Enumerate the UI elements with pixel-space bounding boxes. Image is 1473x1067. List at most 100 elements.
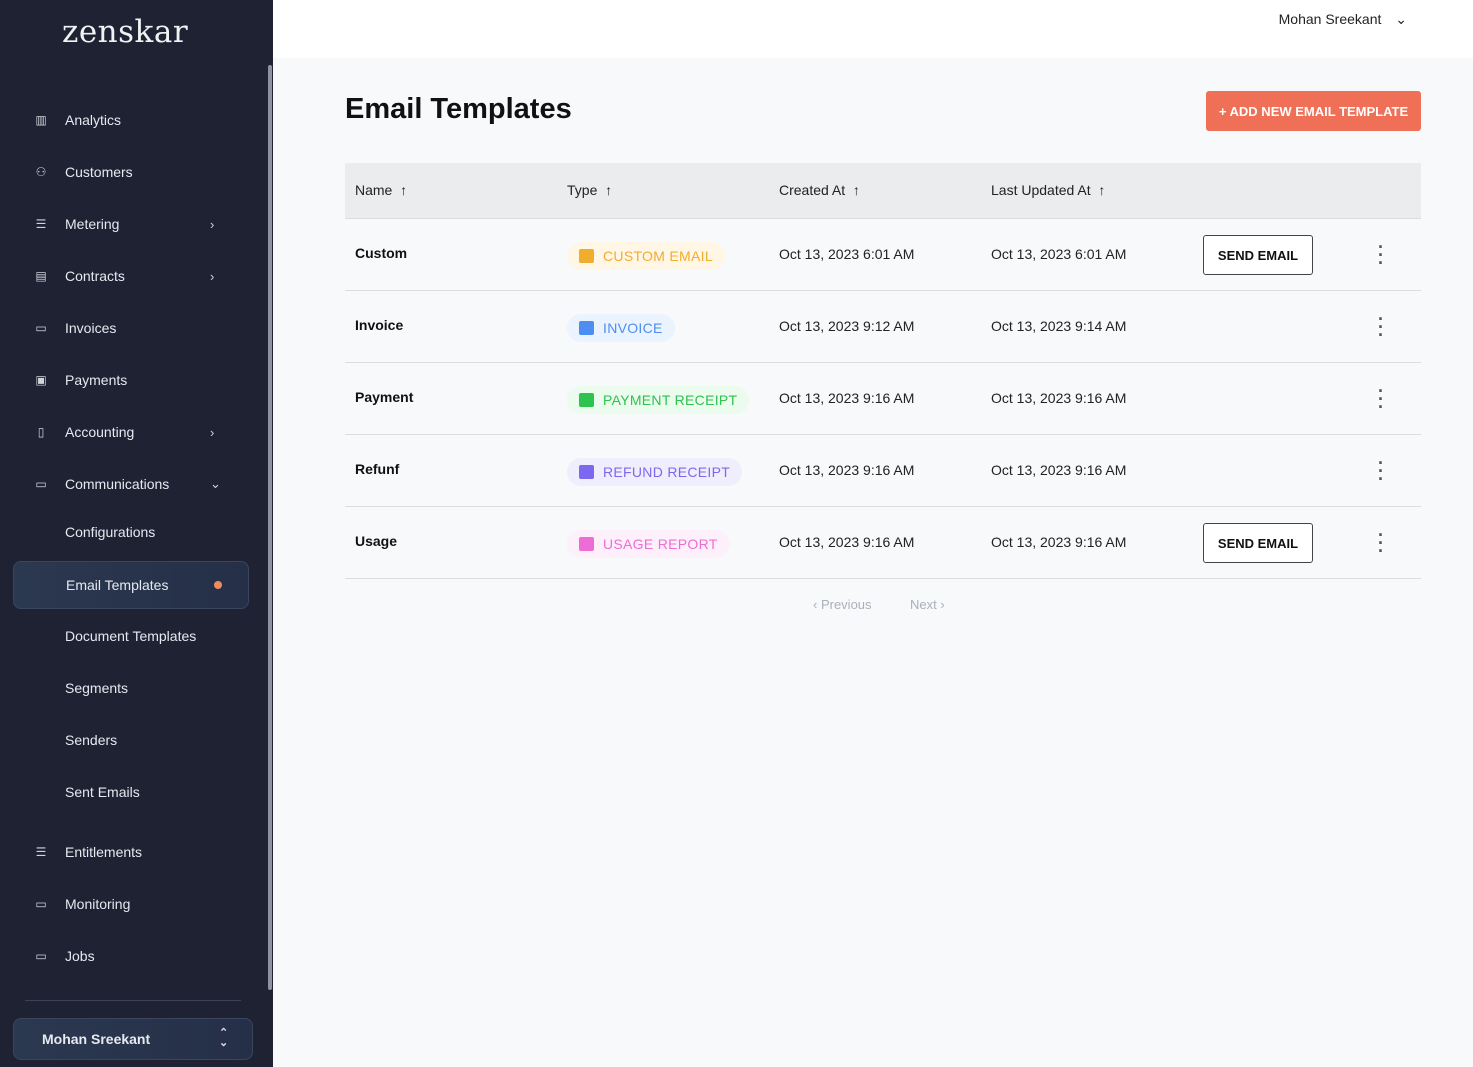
table-row[interactable]: Payment PAYMENT RECEIPT Oct 13, 2023 9:1… (345, 363, 1421, 435)
updated-at: Oct 13, 2023 9:16 AM (991, 462, 1127, 478)
type-badge: USAGE REPORT (567, 530, 730, 558)
updated-at: Oct 13, 2023 9:16 AM (991, 534, 1127, 550)
card-icon: ▭ (35, 321, 47, 335)
chevron-down-icon: ⌄ (1395, 11, 1407, 27)
column-name[interactable]: Name ↑ (355, 182, 407, 198)
up-down-chevron-icon: ⌃ ⌄ (219, 1027, 229, 1049)
sidebar-item-entitlements[interactable]: ☰ Entitlements (0, 832, 260, 872)
sidebar-subitem-sent-emails[interactable]: Sent Emails (0, 772, 260, 812)
sidebar-divider (25, 1000, 241, 1001)
sliders-icon: ☰ (35, 845, 47, 859)
monitor-icon: ▭ (35, 949, 47, 963)
sidebar: zenskar ▥ Analytics ⚇ Customers ☰ Meteri… (0, 0, 273, 1067)
type-badge: PAYMENT RECEIPT (567, 386, 750, 414)
template-name: Refunf (355, 461, 400, 477)
sidebar-item-accounting[interactable]: ▯ Accounting › (0, 412, 260, 452)
sidebar-item-label: Configurations (65, 524, 156, 540)
previous-label: Previous (820, 597, 872, 612)
sidebar-item-contracts[interactable]: ▤ Contracts › (0, 256, 260, 296)
column-label: Type (567, 182, 598, 198)
type-badge: REFUND RECEIPT (567, 458, 743, 486)
type-badge: INVOICE (567, 314, 675, 342)
sidebar-item-invoices[interactable]: ▭ Invoices (0, 308, 260, 348)
sidebar-item-label: Communications (65, 476, 170, 492)
sidebar-item-communications[interactable]: ▭ Communications ⌄ (0, 464, 260, 504)
sidebar-item-analytics[interactable]: ▥ Analytics (0, 100, 260, 140)
sort-arrow-up-icon: ↑ (1094, 182, 1106, 198)
user-menu-name: Mohan Sreekant (1278, 11, 1382, 27)
chevron-icon: › (210, 268, 215, 284)
type-icon (579, 537, 594, 551)
created-at: Oct 13, 2023 9:16 AM (779, 462, 915, 478)
sidebar-item-label: Customers (65, 164, 133, 180)
sidebar-item-label: Email Templates (66, 577, 169, 593)
table-row[interactable]: Usage USAGE REPORT Oct 13, 2023 9:16 AM … (345, 507, 1421, 579)
user-menu[interactable]: Mohan Sreekant ⌄ (1279, 11, 1407, 28)
sort-arrow-up-icon: ↑ (849, 182, 860, 198)
previous-page-button[interactable]: ‹ Previous (813, 597, 872, 612)
sidebar-item-metering[interactable]: ☰ Metering › (0, 204, 260, 244)
template-name: Usage (355, 533, 398, 549)
send-email-button[interactable]: SEND EMAIL (1203, 235, 1313, 275)
chevron-icon: › (210, 424, 215, 440)
created-at: Oct 13, 2023 9:16 AM (779, 534, 915, 550)
sidebar-subitem-senders[interactable]: Senders (0, 720, 260, 760)
sidebar-item-label: Sent Emails (65, 784, 140, 800)
type-icon (579, 249, 594, 263)
more-options-icon[interactable]: · · · (1378, 525, 1384, 561)
type-icon (579, 393, 594, 407)
sidebar-item-label: Contracts (65, 268, 125, 284)
calculator-icon: ▯ (37, 425, 45, 439)
table-row[interactable]: Custom CUSTOM EMAIL Oct 13, 2023 6:01 AM… (345, 219, 1421, 291)
type-icon (579, 321, 594, 335)
sidebar-item-payments[interactable]: ▣ Payments (0, 360, 260, 400)
sidebar-item-label: Senders (65, 732, 118, 748)
users-icon: ⚇ (35, 165, 47, 179)
sidebar-item-label: Analytics (65, 112, 122, 128)
column-type[interactable]: Type ↑ (567, 182, 612, 198)
sidebar-subitem-document-templates[interactable]: Document Templates (0, 616, 260, 656)
sidebar-item-email-templates[interactable]: Email Templates (13, 561, 249, 609)
created-at: Oct 13, 2023 6:01 AM (779, 246, 915, 262)
sidebar-item-label: Segments (65, 680, 129, 696)
sidebar-subitem-configurations[interactable]: Configurations (0, 512, 260, 552)
user-switcher[interactable]: Mohan Sreekant ⌃ ⌄ (13, 1018, 253, 1060)
more-options-icon[interactable]: · · · (1378, 237, 1384, 273)
type-icon (579, 465, 594, 479)
sort-arrow-up-icon: ↑ (601, 182, 613, 198)
table-row[interactable]: Refunf REFUND RECEIPT Oct 13, 2023 9:16 … (345, 435, 1421, 507)
more-options-icon[interactable]: · · · (1378, 309, 1384, 345)
sidebar-scrollbar[interactable] (268, 65, 272, 990)
contract-icon: ▤ (35, 269, 47, 283)
sidebar-item-label: Jobs (65, 948, 95, 964)
column-created-at[interactable]: Created At ↑ (779, 182, 860, 198)
created-at: Oct 13, 2023 9:16 AM (779, 390, 915, 406)
template-name: Invoice (355, 317, 404, 333)
type-label: REFUND RECEIPT (603, 464, 731, 480)
sidebar-item-label: Monitoring (65, 896, 131, 912)
table-row[interactable]: Invoice INVOICE Oct 13, 2023 9:12 AM Oct… (345, 291, 1421, 363)
sidebar-item-label: Metering (65, 216, 120, 232)
logo: zenskar (62, 14, 189, 50)
sidebar-item-label: Invoices (65, 320, 117, 336)
more-options-icon[interactable]: · · · (1378, 381, 1384, 417)
sliders-icon: ☰ (35, 217, 47, 231)
more-options-icon[interactable]: · · · (1378, 453, 1384, 489)
template-name: Custom (355, 245, 408, 261)
inbox-icon: ▭ (35, 477, 47, 491)
sidebar-item-jobs[interactable]: ▭ Jobs (0, 936, 260, 976)
sidebar-item-monitoring[interactable]: ▭ Monitoring (0, 884, 260, 924)
column-label: Name (355, 182, 393, 198)
updated-at: Oct 13, 2023 9:16 AM (991, 390, 1127, 406)
sidebar-item-label: Accounting (65, 424, 135, 440)
sidebar-item-customers[interactable]: ⚇ Customers (0, 152, 260, 192)
monitor-icon: ▭ (35, 897, 47, 911)
column-last-updated-at[interactable]: Last Updated At ↑ (991, 182, 1105, 198)
send-email-button[interactable]: SEND EMAIL (1203, 523, 1313, 563)
chevron-icon: ⌄ (210, 476, 221, 491)
next-page-button[interactable]: Next › (910, 597, 945, 612)
sort-arrow-up-icon: ↑ (396, 182, 408, 198)
sidebar-item-label: Document Templates (65, 628, 197, 644)
sidebar-subitem-segments[interactable]: Segments (0, 668, 260, 708)
add-email-template-button[interactable]: + ADD NEW EMAIL TEMPLATE (1206, 91, 1421, 131)
